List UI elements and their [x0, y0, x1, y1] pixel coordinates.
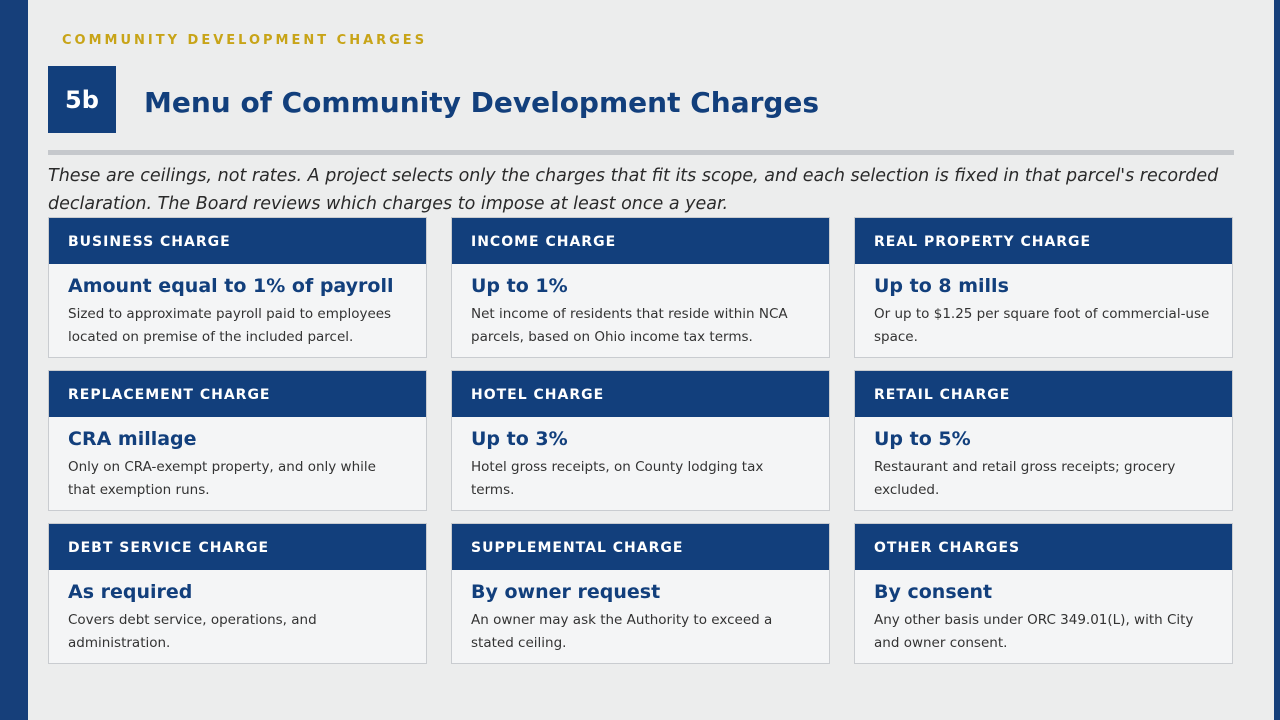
- card: BUSINESS CHARGE Amount equal to 1% of pay…: [48, 217, 427, 358]
- card-description: Covers debt service, operations, and adm…: [68, 612, 317, 651]
- card: REPLACEMENT CHARGE CRA millage Only on CRA…: [48, 370, 427, 511]
- card: DEBT SERVICE CHARGE As required Covers deb…: [48, 523, 427, 664]
- card-heading: REPLACEMENT CHARGE: [49, 371, 426, 417]
- card-heading: OTHER CHARGES: [855, 524, 1232, 570]
- card-heading: RETAIL CHARGE: [855, 371, 1232, 417]
- card-heading: HOTEL CHARGE: [452, 371, 829, 417]
- left-bar: [0, 0, 28, 720]
- card-heading: BUSINESS CHARGE: [49, 218, 426, 264]
- card-description: Sized to approximate payroll paid to emp…: [68, 306, 392, 345]
- card-heading: INCOME CHARGE: [452, 218, 829, 264]
- intro: These are ceilings, not rates. A project…: [48, 166, 1219, 214]
- card-amount: Up to 5%: [874, 428, 971, 450]
- rule: [48, 150, 1234, 155]
- card-heading: SUPPLEMENTAL CHARGE: [452, 524, 829, 570]
- card-description: Net income of residents that reside with…: [471, 306, 788, 345]
- card: RETAIL CHARGE Up to 5% Restaurant and reta…: [854, 370, 1233, 511]
- card-description: Any other basis under ORC 349.01(L), wit…: [874, 612, 1194, 651]
- card-amount: Amount equal to 1% of payroll: [68, 275, 394, 297]
- card-heading: DEBT SERVICE CHARGE: [49, 524, 426, 570]
- card-description: An owner may ask the Authority to exceed…: [471, 612, 773, 651]
- card-description: Restaurant and retail gross receipts; gr…: [874, 459, 1176, 498]
- card: SUPPLEMENTAL CHARGE By owner request An ow…: [451, 523, 830, 664]
- card-amount: Up to 3%: [471, 428, 568, 450]
- card: INCOME CHARGE Up to 1% Net income of resid…: [451, 217, 830, 358]
- card-grid: BUSINESS CHARGE Amount equal to 1% of pay…: [48, 217, 1233, 664]
- card-amount: As required: [68, 581, 193, 603]
- card-description: Only on CRA-exempt property, and only wh…: [68, 459, 376, 498]
- card: OTHER CHARGES By consent Any other basis u…: [854, 523, 1233, 664]
- card-amount: By consent: [874, 581, 993, 603]
- kicker: COMMUNITY DEVELOPMENT CHARGES: [62, 33, 428, 48]
- card-amount: Up to 8 mills: [874, 275, 1009, 297]
- card-amount: By owner request: [471, 581, 661, 603]
- card-heading: REAL PROPERTY CHARGE: [855, 218, 1232, 264]
- badge: 5b: [48, 66, 116, 133]
- card-description: Or up to $1.25 per square foot of commer…: [874, 306, 1210, 345]
- card-amount: Up to 1%: [471, 275, 568, 297]
- card: HOTEL CHARGE Up to 3% Hotel gross receipts…: [451, 370, 830, 511]
- right-bar: [1274, 0, 1280, 720]
- title: Menu of Community Development Charges: [144, 86, 820, 119]
- card-amount: CRA millage: [68, 428, 197, 450]
- card: REAL PROPERTY CHARGE Up to 8 mills Or up t…: [854, 217, 1233, 358]
- card-description: Hotel gross receipts, on County lodging …: [471, 459, 764, 498]
